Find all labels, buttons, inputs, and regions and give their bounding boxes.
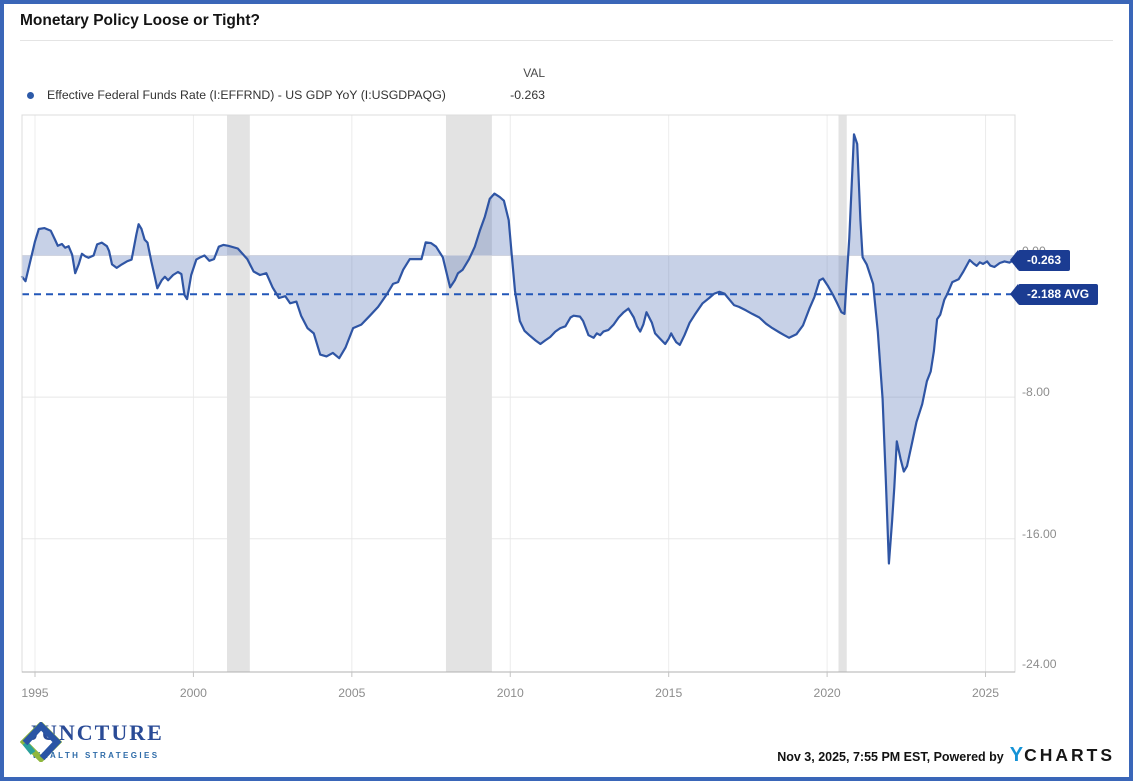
- x-axis-label: 2025: [971, 686, 1000, 700]
- chart-area[interactable]: 19952000200520102015202020250.00-8.00-16…: [4, 4, 1129, 777]
- juncture-wordmark: JUNCTURE WEALTH STRATEGIES: [28, 722, 164, 763]
- x-axis-label: 1995: [21, 686, 49, 700]
- y-axis-label: -24.00: [1022, 657, 1057, 671]
- x-axis-label: 2020: [813, 686, 841, 700]
- timestamp-and-powered-by: Nov 3, 2025, 7:55 PM EST, Powered by: [777, 750, 1004, 764]
- brand-tagline: WEALTH STRATEGIES: [32, 751, 160, 760]
- last-value-badge: -0.263: [1009, 249, 1071, 271]
- juncture-logo: JUNCTURE WEALTH STRATEGIES: [20, 722, 164, 763]
- timestamp: Nov 3, 2025, 7:55 PM EST: [777, 750, 927, 764]
- page-title: Monetary Policy Loose or Tight?: [20, 12, 260, 29]
- x-axis-label: 2015: [655, 686, 683, 700]
- ycharts-y-mark: Y: [1009, 744, 1025, 766]
- x-axis-label: 2010: [496, 686, 524, 700]
- x-axis-label: 2005: [338, 686, 366, 700]
- y-axis-label: -16.00: [1022, 526, 1057, 541]
- legend-val-header: VAL: [523, 66, 545, 80]
- series-label: Effective Federal Funds Rate (I:EFFRND) …: [47, 88, 446, 102]
- series-dot-icon: [27, 92, 34, 99]
- brand-name: JUNCTURE: [28, 720, 164, 745]
- average-value-badge: -2.188 AVG: [1009, 283, 1099, 305]
- x-axis-label: 2000: [179, 686, 207, 700]
- series-current-value: -0.263: [510, 88, 545, 102]
- chart-plot[interactable]: [4, 4, 1129, 777]
- ycharts-logo[interactable]: YCHARTS: [1010, 744, 1115, 767]
- title-divider: [20, 40, 1113, 41]
- juncture-diamond-icon: [20, 722, 62, 762]
- footer-attribution: Nov 3, 2025, 7:55 PM EST, Powered by YCH…: [777, 744, 1115, 767]
- y-axis-label: -8.00: [1022, 385, 1050, 400]
- powered-by-label: Powered by: [933, 750, 1004, 764]
- ycharts-wordmark: CHARTS: [1024, 745, 1115, 765]
